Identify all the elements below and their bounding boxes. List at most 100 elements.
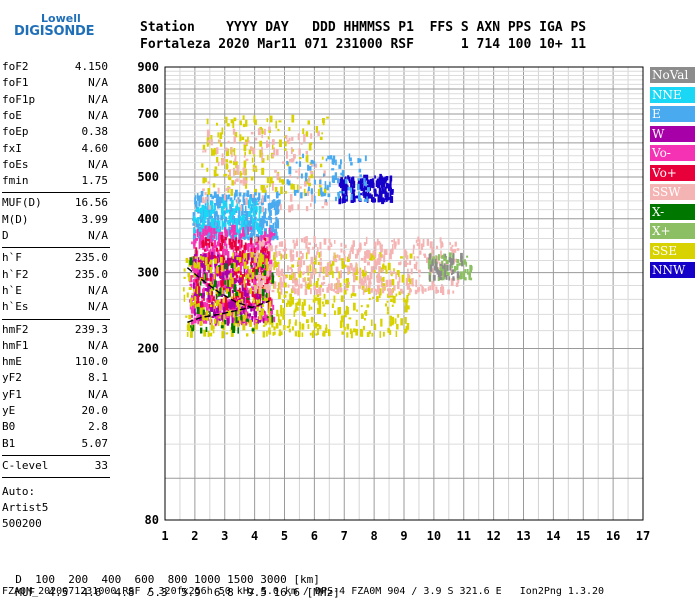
data-point: [388, 288, 391, 296]
data-point: [276, 262, 279, 267]
param-value: N/A: [88, 157, 108, 171]
data-point: [411, 278, 414, 285]
data-point: [326, 185, 329, 191]
data-point: [209, 210, 212, 216]
data-point: [312, 269, 316, 275]
data-point: [193, 317, 196, 323]
data-point: [229, 203, 232, 209]
data-point: [360, 183, 364, 191]
data-point: [335, 266, 339, 271]
data-point: [206, 201, 209, 209]
data-point: [241, 299, 244, 307]
data-point: [265, 220, 268, 227]
legend-item-nnw: NNW: [650, 262, 695, 278]
data-point: [244, 297, 247, 304]
data-point: [220, 231, 224, 236]
param-value: 5.07: [81, 436, 109, 450]
data-point: [227, 194, 230, 200]
param-value: 235.0: [74, 267, 108, 281]
data-point: [207, 243, 210, 246]
data-point: [331, 168, 335, 171]
data-point: [287, 180, 291, 186]
data-point: [332, 288, 336, 292]
data-point: [254, 285, 258, 292]
data-point: [401, 274, 405, 283]
data-point: [261, 195, 264, 203]
data-point: [345, 198, 348, 202]
data-point: [227, 279, 229, 287]
data-point: [247, 313, 250, 317]
data-point: [224, 218, 227, 221]
x-tick-label: 9: [400, 529, 407, 543]
data-point: [343, 326, 346, 331]
param-key: foEs: [2, 157, 29, 171]
data-point: [188, 287, 192, 290]
data-point: [201, 222, 205, 229]
data-point: [195, 201, 198, 210]
data-point: [380, 267, 383, 273]
data-point: [281, 179, 285, 185]
data-point: [228, 270, 231, 275]
data-point: [340, 172, 343, 176]
param-row: yF1 N/A: [2, 388, 108, 404]
data-point: [449, 253, 452, 260]
data-point: [239, 262, 243, 267]
data-point: [261, 280, 263, 288]
data-point: [281, 254, 285, 259]
data-point: [352, 176, 355, 180]
data-point: [355, 328, 358, 336]
param-value: N/A: [88, 92, 108, 106]
data-point: [364, 318, 366, 321]
data-point: [254, 119, 257, 125]
data-point: [347, 267, 350, 275]
data-point: [279, 277, 282, 284]
footer-muf-label: MUF: [15, 586, 36, 599]
data-point: [288, 141, 291, 145]
data-point: [294, 308, 297, 313]
data-point: [290, 158, 294, 163]
data-point: [246, 243, 248, 249]
data-point: [314, 325, 318, 329]
data-point: [269, 176, 273, 183]
data-point: [296, 184, 299, 193]
data-point: [250, 237, 253, 245]
data-point: [319, 261, 323, 266]
data-point: [434, 258, 437, 267]
data-point: [195, 279, 198, 282]
data-point: [224, 304, 227, 309]
data-point: [270, 259, 273, 268]
data-point: [376, 276, 378, 283]
data-point: [261, 223, 265, 226]
data-point: [365, 184, 368, 191]
data-point: [241, 250, 245, 259]
data-point: [241, 239, 243, 247]
data-point: [235, 291, 239, 297]
data-point: [246, 318, 249, 322]
data-point: [323, 281, 326, 285]
data-point: [206, 167, 209, 172]
data-point: [277, 193, 281, 196]
data-point: [208, 267, 211, 273]
data-point: [205, 242, 208, 250]
data-point: [431, 280, 434, 287]
data-point: [266, 293, 269, 298]
data-point: [196, 208, 198, 212]
data-point: [400, 290, 404, 294]
data-point: [356, 309, 358, 312]
data-point: [262, 234, 266, 240]
data-point: [387, 262, 391, 271]
param-key: MUF(D): [2, 196, 42, 210]
data-point: [208, 332, 212, 337]
param-key: B1: [2, 436, 16, 450]
data-point: [213, 211, 217, 217]
data-point: [436, 255, 439, 264]
note-auto: Auto:: [2, 485, 36, 498]
data-point: [195, 247, 198, 256]
data-point: [191, 241, 193, 245]
data-point: [319, 266, 323, 272]
data-point: [346, 310, 349, 315]
data-point: [247, 199, 251, 205]
data-point: [239, 293, 241, 298]
data-point: [225, 249, 228, 256]
data-point: [222, 251, 225, 259]
